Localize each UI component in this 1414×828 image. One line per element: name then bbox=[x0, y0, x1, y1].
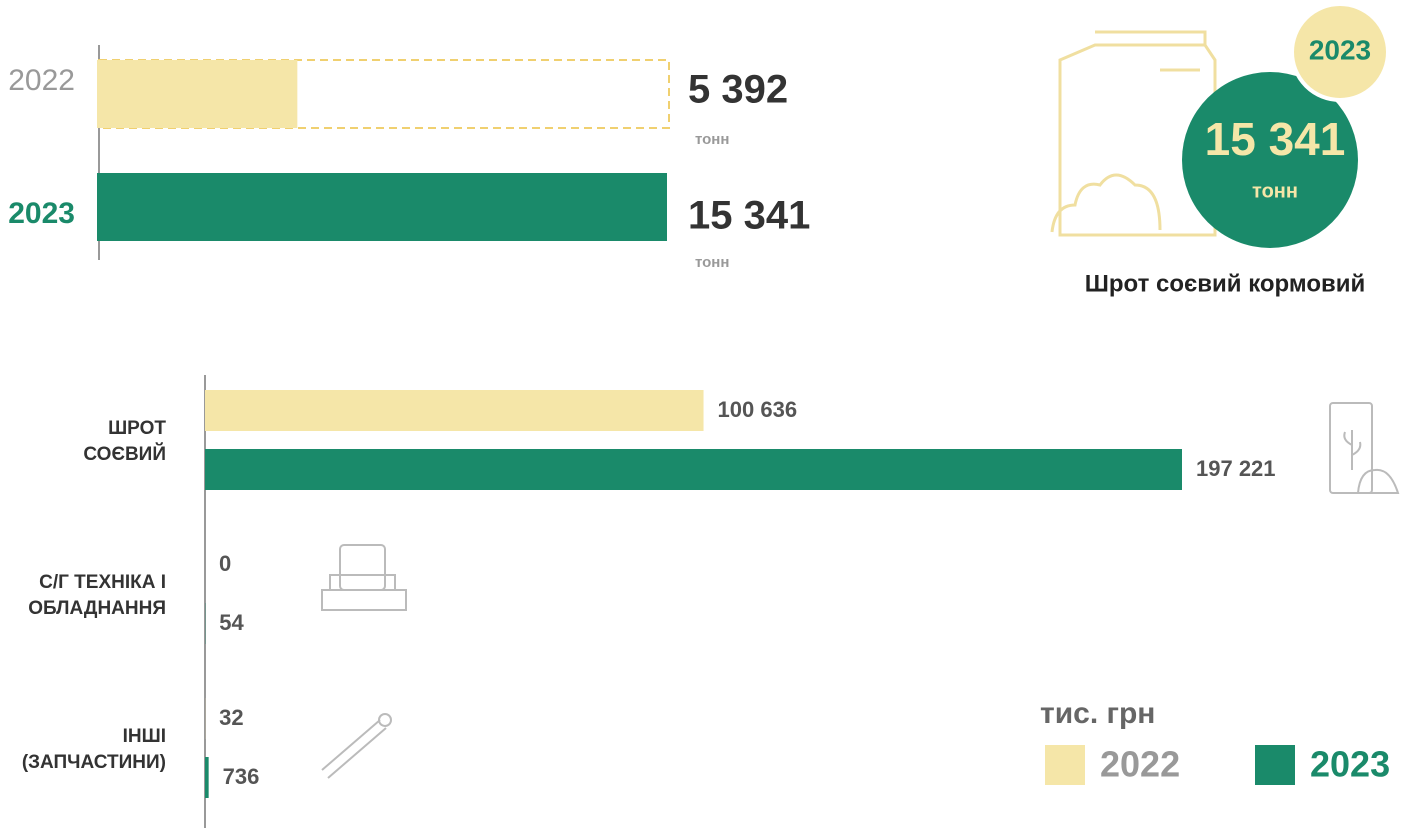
value-label: 0 bbox=[219, 551, 231, 576]
category-label: ІНШІ (ЗАПЧАСТИНИ) bbox=[6, 724, 166, 776]
value-label: 15 341 bbox=[688, 194, 810, 238]
value-label: 5 392 bbox=[688, 68, 788, 112]
legend-label: 2022 bbox=[1100, 744, 1180, 785]
value-label: 32 bbox=[219, 705, 243, 730]
badge-value: 15 341 bbox=[1205, 113, 1346, 165]
value-label: 197 221 bbox=[1196, 456, 1276, 481]
badge-unit: тонн bbox=[1252, 180, 1298, 202]
legend-swatch bbox=[1045, 745, 1085, 785]
legend-label: 2023 bbox=[1310, 744, 1390, 785]
category-label: С/Г ТЕХНІКА І ОБЛАДНАННЯ bbox=[6, 570, 166, 622]
bar bbox=[97, 173, 667, 241]
bar bbox=[205, 449, 1182, 490]
value-label: 100 636 bbox=[718, 397, 798, 422]
value-label: 736 bbox=[223, 764, 260, 789]
bar bbox=[205, 390, 704, 431]
chart: 2023 15 341 тонн Шрот соєвий кормовий ти… bbox=[0, 0, 1414, 828]
unit-label: тонн bbox=[695, 131, 729, 148]
category-label: 2023 bbox=[8, 197, 75, 230]
page: 2023 15 341 тонн Шрот соєвий кормовий ти… bbox=[0, 0, 1414, 828]
badge-year: 2023 bbox=[1309, 34, 1371, 65]
value-label: 54 bbox=[219, 610, 244, 635]
category-label: 2022 bbox=[8, 64, 75, 97]
legend-swatch bbox=[1255, 745, 1295, 785]
bar bbox=[205, 757, 209, 798]
category-label: ШРОТ СОЄВИЙ bbox=[6, 416, 166, 468]
unit-label: тонн bbox=[695, 254, 729, 271]
badge-caption: Шрот соєвий кормовий bbox=[1085, 270, 1366, 297]
unit-label: тис. грн bbox=[1040, 697, 1155, 730]
bar bbox=[97, 60, 297, 128]
